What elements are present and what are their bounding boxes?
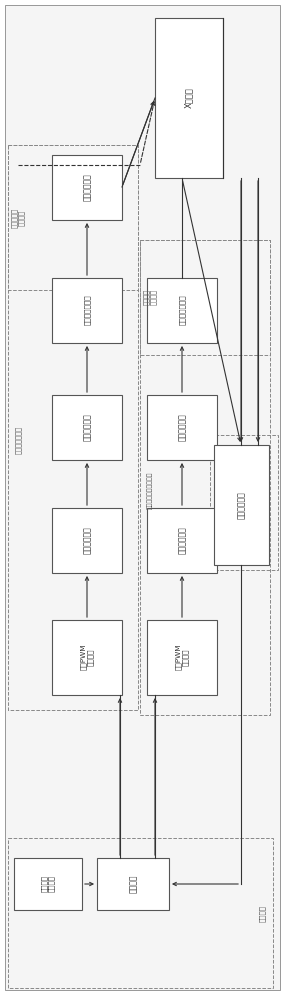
Text: 采样反馈电路: 采样反馈电路 <box>237 491 245 519</box>
Bar <box>147 278 217 343</box>
Bar <box>140 240 270 715</box>
Bar <box>147 508 217 573</box>
Text: 第二逆变电路: 第二逆变电路 <box>178 526 186 554</box>
Text: X射线管: X射线管 <box>184 88 194 108</box>
Bar <box>155 18 223 178</box>
Bar <box>8 145 138 290</box>
Text: 负高压发生模块: 负高压发生模块 <box>15 426 21 454</box>
Bar <box>214 445 269 565</box>
Bar <box>8 838 273 988</box>
Bar <box>97 858 169 910</box>
Text: 第一谐振电路: 第一谐振电路 <box>82 413 92 441</box>
Text: 控制模块: 控制模块 <box>259 904 265 922</box>
Bar <box>52 508 122 573</box>
Bar <box>52 278 122 343</box>
Text: 高频降压变压器: 高频降压变压器 <box>179 295 185 325</box>
Text: 高频升压变压器: 高频升压变压器 <box>84 295 90 325</box>
Text: 灯丝交流
电压信号: 灯丝交流 电压信号 <box>143 289 157 305</box>
Bar <box>52 620 122 695</box>
Text: 控制电路: 控制电路 <box>128 875 138 893</box>
Text: 输入输出
控制电路: 输入输出 控制电路 <box>41 876 55 892</box>
Bar <box>147 395 217 460</box>
Text: 第一逆变电路: 第一逆变电路 <box>82 526 92 554</box>
Text: 第二谐振电路: 第二谐振电路 <box>178 413 186 441</box>
Bar <box>52 395 122 460</box>
Text: 第一PWM
发生电路: 第一PWM 发生电路 <box>80 644 94 670</box>
Text: 第二PWM
发生电路: 第二PWM 发生电路 <box>175 644 189 670</box>
Text: 负高压直流
电压信号: 负高压直流 电压信号 <box>11 208 25 228</box>
Bar <box>147 620 217 695</box>
Bar <box>14 858 82 910</box>
Bar <box>140 240 270 355</box>
Bar <box>52 155 122 220</box>
Text: 灯丝交流电压发生模块: 灯丝交流电压发生模块 <box>147 471 153 509</box>
Bar <box>210 435 278 570</box>
Bar <box>8 145 138 710</box>
Text: 倍压整流电路: 倍压整流电路 <box>82 173 92 201</box>
